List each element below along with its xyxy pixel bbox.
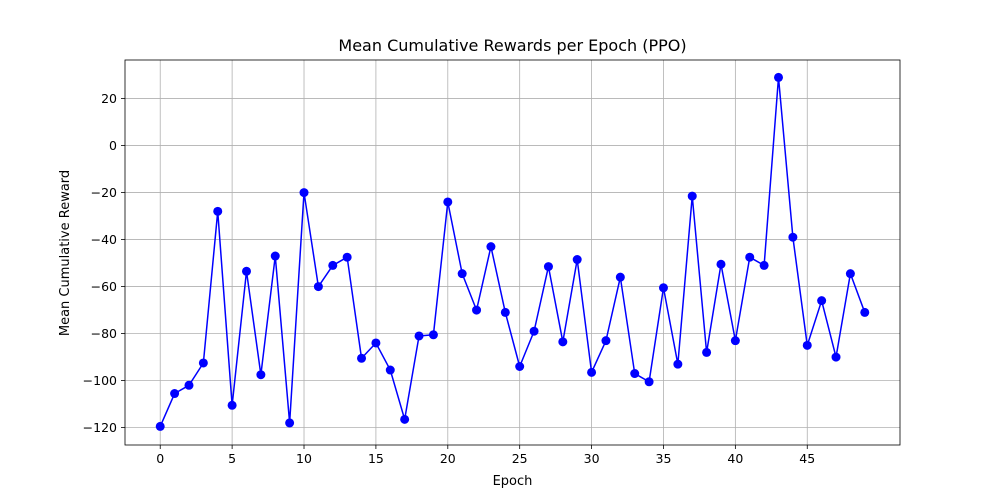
- y-tick-label: −100: [83, 373, 117, 388]
- chart-title: Mean Cumulative Rewards per Epoch (PPO): [338, 36, 686, 55]
- data-point: [241, 266, 251, 276]
- data-point: [256, 370, 266, 380]
- x-tick-label: 5: [228, 451, 236, 466]
- data-point: [472, 305, 482, 315]
- x-tick-label: 0: [156, 451, 164, 466]
- y-tick-label: 20: [101, 91, 117, 106]
- data-point: [860, 307, 870, 317]
- data-point: [414, 331, 424, 341]
- x-tick-label: 45: [799, 451, 815, 466]
- data-point: [788, 232, 798, 242]
- y-tick-label: −120: [83, 420, 117, 435]
- data-point: [745, 252, 755, 262]
- data-point: [400, 414, 410, 424]
- data-point: [371, 338, 381, 348]
- data-point: [730, 336, 740, 346]
- data-point: [198, 358, 208, 368]
- plot-frame: [124, 59, 901, 446]
- data-point: [601, 336, 611, 346]
- data-point: [443, 197, 453, 207]
- data-point: [759, 260, 769, 270]
- y-axis-ticks: −120 −100 −80 −60 −40 −20 0 20: [83, 91, 125, 435]
- data-point: [285, 418, 295, 428]
- x-tick-label: 30: [584, 451, 600, 466]
- data-point: [687, 191, 697, 201]
- data-point: [845, 269, 855, 279]
- data-point: [658, 283, 668, 293]
- data-point: [170, 389, 180, 399]
- data-point: [184, 380, 194, 390]
- data-point: [587, 367, 597, 377]
- data-point: [817, 296, 827, 306]
- series-layer: [155, 72, 870, 431]
- y-tick-label: −60: [91, 279, 117, 294]
- data-point: [716, 259, 726, 269]
- data-point: [831, 352, 841, 362]
- data-point: [515, 361, 525, 371]
- data-point: [673, 359, 683, 369]
- x-tick-label: 20: [440, 451, 456, 466]
- x-tick-label: 35: [656, 451, 672, 466]
- data-point: [328, 260, 338, 270]
- x-tick-label: 10: [296, 451, 312, 466]
- data-point: [500, 307, 510, 317]
- series-line: [159, 76, 866, 427]
- y-axis-label: Mean Cumulative Reward: [58, 170, 73, 336]
- x-tick-label: 15: [368, 451, 384, 466]
- data-point: [802, 340, 812, 350]
- x-tick-label: 40: [727, 451, 743, 466]
- data-point: [558, 337, 568, 347]
- x-axis-label: Epoch: [493, 474, 533, 489]
- data-point: [213, 206, 223, 216]
- data-point: [615, 272, 625, 282]
- data-point: [630, 369, 640, 379]
- data-point: [270, 251, 280, 261]
- data-point: [299, 188, 309, 198]
- y-tick-label: 0: [109, 138, 117, 153]
- data-point: [428, 330, 438, 340]
- data-point: [543, 262, 553, 272]
- x-axis-ticks: 0 5 10 15 20 25 30 35 40 45: [156, 445, 815, 466]
- data-point: [357, 353, 367, 363]
- y-tick-label: −40: [91, 232, 117, 247]
- data-point: [702, 347, 712, 357]
- data-point: [457, 269, 467, 279]
- data-point: [644, 377, 654, 387]
- grid: [125, 60, 900, 445]
- data-point: [155, 421, 165, 431]
- x-tick-label: 25: [512, 451, 528, 466]
- data-point: [486, 242, 496, 252]
- data-point: [572, 255, 582, 265]
- data-point: [529, 326, 539, 336]
- y-tick-label: −20: [91, 185, 117, 200]
- data-point: [227, 400, 237, 410]
- data-point: [342, 252, 352, 262]
- data-point: [385, 365, 395, 375]
- data-point: [313, 282, 323, 292]
- data-point: [774, 72, 784, 82]
- y-tick-label: −80: [91, 326, 117, 341]
